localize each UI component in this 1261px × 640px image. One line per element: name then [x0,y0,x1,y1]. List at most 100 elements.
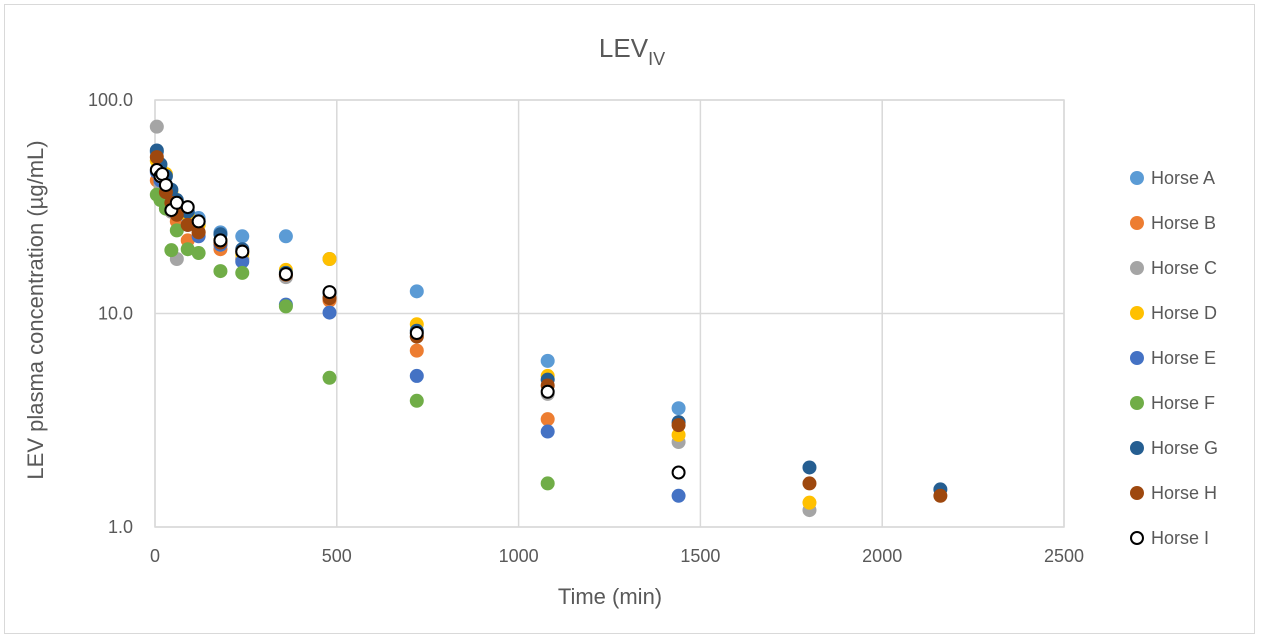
data-point [158,177,173,192]
legend-item: Horse D [1130,303,1217,323]
legend-item: Horse C [1130,258,1217,278]
chart-title-subscript: IV [648,49,665,69]
legend-item: Horse I [1130,528,1209,548]
data-point [802,476,817,491]
data-point [191,214,206,229]
data-point [671,418,686,433]
legend-item: Horse H [1130,483,1217,503]
series-horse-c [149,119,817,518]
legend-item: Horse A [1130,168,1215,188]
data-point [149,150,164,165]
legend-label: Horse C [1151,258,1217,278]
data-point [180,217,195,232]
data-point [169,223,184,238]
data-point [671,427,686,442]
data-point [213,233,228,248]
data-point [191,225,206,240]
data-point [409,343,424,358]
x-tick-label: 1000 [499,546,539,566]
legend-label: Horse B [1151,213,1216,233]
legend-marker [1130,216,1144,230]
data-point [802,460,817,475]
plot-border [154,99,1065,528]
data-point [540,476,555,491]
data-point [322,251,337,266]
legend-marker [1130,351,1144,365]
legend-label: Horse I [1151,528,1209,548]
legend-marker [1130,441,1144,455]
series-horse-f [149,187,555,491]
data-point [540,412,555,427]
x-axis-ticks: 0 500 1000 1500 2000 2500 [150,546,1084,566]
data-point [278,299,293,314]
data-points [149,119,948,518]
data-point [235,229,250,244]
data-point [409,368,424,383]
data-point [540,384,555,399]
data-point [671,465,686,480]
legend-marker [1130,306,1144,320]
data-point [802,495,817,510]
data-point [671,401,686,416]
legend-marker [1130,486,1144,500]
legend-label: Horse G [1151,438,1218,458]
data-point [180,200,195,215]
legend-label: Horse F [1151,393,1215,413]
data-point [278,267,293,282]
legend-label: Horse H [1151,483,1217,503]
x-tick-label: 2500 [1044,546,1084,566]
chart-title: LEVIV [599,33,665,69]
data-point [409,393,424,408]
data-point [409,326,424,341]
legend-item: Horse F [1130,393,1215,413]
data-point [540,353,555,368]
y-tick-label: 1.0 [108,517,133,537]
data-point [180,242,195,257]
data-point [933,488,948,503]
data-point [235,265,250,280]
data-point [322,305,337,320]
legend-label: Horse A [1151,168,1215,188]
legend-marker [1130,261,1144,275]
series-horse-i [149,163,686,480]
chart-title-main: LEV [599,33,649,63]
data-point [322,285,337,300]
data-point [235,254,250,269]
y-axis-ticks: 1.0 10.0 100.0 [88,90,133,537]
series-horse-b [149,173,555,427]
data-point [191,246,206,261]
chart-frame [4,4,1255,634]
y-tick-label: 100.0 [88,90,133,110]
data-point [235,244,250,259]
x-tick-label: 1500 [680,546,720,566]
data-point [278,229,293,244]
x-tick-label: 500 [322,546,352,566]
x-axis-title: Time (min) [558,584,662,609]
data-point [671,488,686,503]
gridlines [154,99,1065,528]
data-point [322,370,337,385]
legend-marker [1130,171,1144,185]
x-tick-label: 0 [150,546,160,566]
series-horse-g [149,143,948,497]
legend: Horse A Horse B Horse C Horse D Horse E Horse… [1130,168,1218,548]
y-tick-label: 10.0 [98,304,133,324]
legend-marker [1130,531,1144,545]
y-axis-title: LEV plasma concentration (µg/mL) [23,140,48,479]
legend-label: Horse D [1151,303,1217,323]
data-point [213,264,228,279]
legend-marker [1130,396,1144,410]
data-point [409,284,424,299]
data-point [149,119,164,134]
legend-item: Horse E [1130,348,1216,368]
series-horse-d [149,153,817,510]
data-point [540,424,555,439]
legend-item: Horse G [1130,438,1218,458]
x-tick-label: 2000 [862,546,902,566]
data-point [164,243,179,258]
series-horse-h [149,150,948,503]
legend-item: Horse B [1130,213,1216,233]
legend-label: Horse E [1151,348,1216,368]
plot-area [154,99,1065,528]
